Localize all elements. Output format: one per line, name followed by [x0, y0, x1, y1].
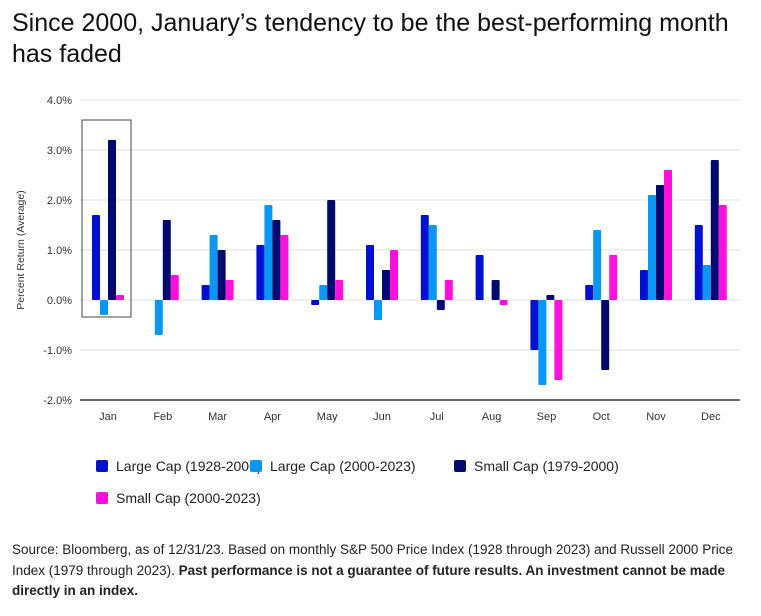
x-tick-label: Apr	[264, 411, 281, 423]
bar-jun-series-1	[366, 245, 374, 300]
bar-nov-series-1	[640, 270, 648, 300]
legend-item: Small Cap (1979-2000)	[454, 458, 619, 474]
bar-aug-series-1	[475, 255, 484, 300]
bar-nov-series-4	[664, 170, 672, 300]
bar-jun-series-4	[390, 250, 398, 300]
bar-may-series-1	[311, 300, 320, 305]
bar-oct-series-1	[585, 285, 594, 300]
bar-feb-series-3	[162, 220, 171, 300]
bar-oct-series-3	[601, 300, 610, 370]
legend-item: Small Cap (2000-2023)	[96, 490, 261, 506]
bar-aug-series-4	[499, 300, 508, 305]
bar-jul-series-3	[436, 300, 445, 310]
y-tick-label: -2.0%	[43, 395, 72, 407]
bar-may-series-3	[327, 200, 336, 300]
y-tick-label: 4.0%	[47, 95, 72, 107]
legend-label: Small Cap (2000-2023)	[116, 490, 261, 506]
source-text: Source: Bloomberg, as of 12/31/23. Based…	[12, 542, 733, 578]
legend-item: Large Cap (2000-2023)	[250, 458, 416, 474]
bar-may-series-2	[319, 285, 328, 300]
bar-jan-series-4	[116, 295, 124, 300]
legend-label: Large Cap (1928-2000)	[116, 458, 262, 474]
x-tick-label: Aug	[482, 411, 502, 423]
bar-dec-series-3	[710, 160, 719, 300]
bar-sep-series-3	[546, 295, 555, 300]
bar-aug-series-3	[491, 280, 500, 300]
bar-mar-series-1	[201, 285, 210, 300]
x-tick-label: Feb	[153, 411, 172, 423]
legend-swatch	[96, 492, 108, 504]
highlight-box	[81, 119, 132, 318]
chart-title: Since 2000, January’s tendency to be the…	[12, 9, 729, 68]
bar-sep-series-1	[530, 300, 539, 350]
bar-jun-series-2	[374, 300, 382, 320]
bar-apr-series-1	[256, 245, 265, 300]
x-tick-label: Mar	[208, 411, 227, 423]
x-tick-label: Dec	[701, 411, 721, 423]
x-tick-label: Sep	[537, 411, 557, 423]
legend-item: Large Cap (1928-2000)	[96, 458, 262, 474]
bar-nov-series-3	[656, 185, 664, 300]
x-tick-label: Nov	[646, 411, 666, 423]
bar-apr-series-2	[264, 205, 273, 300]
bar-sep-series-4	[554, 300, 563, 380]
bar-jan-series-2	[100, 300, 108, 315]
bar-may-series-4	[335, 280, 344, 300]
x-tick-label: Jun	[373, 411, 391, 423]
bar-sep-series-2	[538, 300, 547, 385]
bar-mar-series-2	[209, 235, 218, 300]
bar-jul-series-1	[420, 215, 429, 300]
x-tick-label: Oct	[593, 411, 610, 423]
disclaimer-text: Past performance is not a guarantee of f…	[12, 562, 725, 599]
bar-dec-series-2	[702, 265, 711, 300]
legend-swatch	[250, 460, 262, 472]
x-tick-label: Jul	[430, 411, 444, 423]
bar-chart: -2.0% -1.0% 0.0% 1.0% 2.0% 3.0% 4.0% Percent Re…	[15, 95, 740, 423]
x-tick-label: Jan	[99, 411, 117, 423]
source-note: Source: Bloomberg, as of 12/31/23. Based…	[12, 540, 742, 602]
y-axis-label: Percent Return (Average)	[15, 190, 27, 309]
bar-oct-series-4	[609, 255, 618, 300]
x-tick-label: May	[317, 411, 338, 423]
bar-jul-series-4	[444, 280, 453, 300]
legend-label: Large Cap (2000-2023)	[270, 458, 416, 474]
bar-dec-series-1	[694, 225, 703, 300]
bar-mar-series-3	[217, 250, 226, 300]
bar-feb-series-4	[170, 275, 179, 300]
legend-swatch	[454, 460, 466, 472]
legend-swatch	[96, 460, 108, 472]
bar-jan-series-3	[108, 140, 116, 300]
y-tick-label: -1.0%	[43, 345, 72, 357]
bar-mar-series-4	[225, 280, 234, 300]
y-tick-label: 3.0%	[47, 145, 72, 157]
bar-oct-series-2	[593, 230, 602, 300]
bar-apr-series-3	[272, 220, 281, 300]
bar-nov-series-2	[648, 195, 656, 300]
bar-jan-series-1	[92, 215, 100, 300]
legend-label: Small Cap (1979-2000)	[474, 458, 619, 474]
y-tick-label: 2.0%	[47, 195, 72, 207]
bar-jul-series-2	[428, 225, 437, 300]
bar-feb-series-2	[154, 300, 163, 335]
y-tick-label: 1.0%	[47, 245, 72, 257]
bar-apr-series-4	[280, 235, 289, 300]
bar-jun-series-3	[382, 270, 390, 300]
bar-dec-series-4	[718, 205, 727, 300]
y-tick-label: 0.0%	[47, 295, 72, 307]
